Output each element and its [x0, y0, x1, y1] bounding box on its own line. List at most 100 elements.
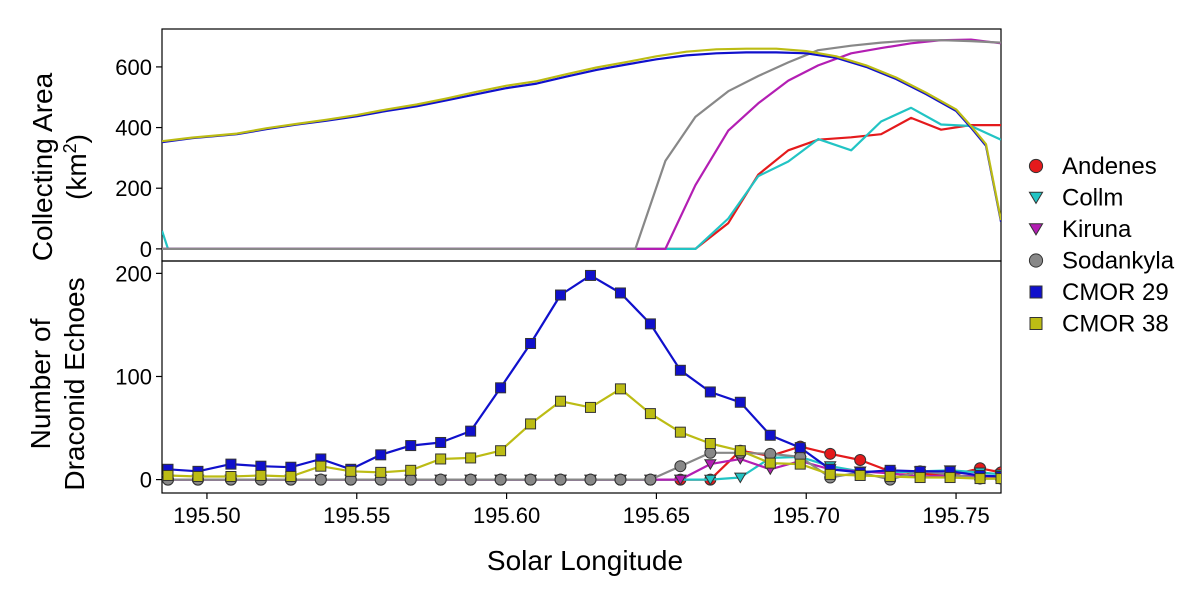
point-andenes — [824, 447, 837, 460]
point-cmor-29 — [255, 460, 267, 472]
bottom-ytick-label: 0 — [140, 468, 152, 493]
point-cmor-38 — [614, 383, 626, 395]
point-sodankyla — [644, 473, 657, 486]
top-line-andenes — [162, 116, 1001, 250]
point-cmor-38 — [315, 460, 327, 472]
point-cmor-38 — [764, 457, 776, 469]
point-collm — [733, 472, 747, 484]
xtick-label: 195.70 — [773, 503, 840, 528]
top-ytick-label: 600 — [115, 55, 152, 80]
top-ytick-label: 200 — [115, 176, 152, 201]
point-sodankyla — [614, 473, 627, 486]
top-ylabel: Collecting Area — [27, 72, 58, 261]
legend-item-cmor-29: CMOR 29 — [1029, 279, 1169, 306]
point-cmor-38 — [285, 471, 297, 483]
bottom-ylabel-line2: Draconid Echoes — [59, 277, 90, 490]
legend-label-cmor-29: CMOR 29 — [1062, 279, 1169, 306]
point-cmor-29 — [465, 425, 477, 437]
xtick-label: 195.55 — [323, 503, 390, 528]
bottom-ytick-label: 200 — [115, 261, 152, 286]
xtick-label: 195.50 — [173, 503, 240, 528]
point-cmor-38 — [525, 418, 537, 430]
point-andenes — [854, 454, 867, 467]
point-cmor-38 — [944, 472, 956, 484]
point-cmor-38 — [734, 445, 746, 457]
point-cmor-29 — [375, 449, 387, 461]
point-cmor-29 — [704, 386, 716, 398]
top-ytick-label: 400 — [115, 116, 152, 141]
legend-marker-kiruna — [1028, 223, 1044, 236]
point-cmor-38 — [584, 401, 596, 413]
bottom-ylabel-line1: Number of — [25, 318, 56, 449]
point-cmor-38 — [674, 426, 686, 438]
point-sodankyla — [464, 473, 477, 486]
point-cmor-38 — [914, 472, 926, 484]
point-cmor-29 — [734, 396, 746, 408]
xtick-label: 195.75 — [922, 503, 989, 528]
point-sodankyla — [554, 473, 567, 486]
point-cmor-29 — [405, 440, 417, 452]
point-cmor-29 — [584, 269, 596, 281]
point-cmor-38 — [644, 408, 656, 420]
top-line-cmor-38 — [162, 47, 1001, 221]
point-cmor-38 — [435, 453, 447, 465]
x-axis-title: Solar Longitude — [487, 545, 683, 576]
point-cmor-38 — [225, 471, 237, 483]
legend-marker-andenes — [1028, 158, 1044, 174]
point-cmor-29 — [674, 364, 686, 376]
top-panel-frame — [161, 28, 1002, 262]
point-cmor-29 — [764, 429, 776, 441]
point-cmor-38 — [405, 464, 417, 476]
top-ylabel-unit-suffix: ) — [61, 134, 92, 143]
legend-marker-cmor-29 — [1029, 285, 1043, 299]
legend-marker-cmor-38 — [1029, 317, 1043, 330]
point-cmor-29 — [525, 337, 537, 349]
legend: Andenes Collm Kiruna Sodankyla CMOR 29 CMOR 3… — [1028, 153, 1175, 338]
legend-item-kiruna: Kiruna — [1028, 216, 1132, 243]
point-sodankyla — [314, 473, 327, 486]
point-sodankyla — [584, 473, 597, 486]
bottom-series — [162, 269, 1001, 486]
legend-marker-sodankyla — [1028, 253, 1044, 268]
point-sodankyla — [674, 460, 687, 473]
point-cmor-38 — [465, 452, 477, 464]
xtick-label: 195.60 — [473, 503, 540, 528]
point-sodankyla — [524, 473, 537, 486]
point-cmor-29 — [495, 382, 507, 394]
point-sodankyla — [434, 473, 447, 486]
xtick-label: 195.65 — [623, 503, 690, 528]
top-ticks: 0 200 400 600 — [115, 55, 162, 262]
top-ytick-label: 0 — [140, 237, 152, 262]
point-sodankyla — [494, 473, 507, 486]
point-cmor-38 — [995, 473, 1001, 485]
legend-label-cmor-38: CMOR 38 — [1062, 311, 1169, 338]
point-cmor-38 — [974, 473, 986, 485]
legend-item-cmor-38: CMOR 38 — [1029, 311, 1169, 338]
legend-label-sodankyla: Sodankyla — [1062, 248, 1175, 275]
point-cmor-38 — [555, 395, 567, 407]
point-cmor-29 — [225, 458, 237, 470]
top-line-sodankyla — [162, 39, 1001, 250]
legend-label-collm: Collm — [1062, 185, 1123, 212]
legend-marker-collm — [1028, 191, 1044, 205]
point-cmor-29 — [614, 287, 626, 299]
point-cmor-29 — [794, 442, 806, 454]
top-ylabel-unit-sup: 2 — [60, 143, 80, 153]
bottom-ytick-label: 100 — [115, 364, 152, 389]
point-cmor-29 — [555, 289, 567, 301]
legend-item-collm: Collm — [1028, 185, 1123, 212]
bottom-ticks: 0 100 200 195.50 195.55 195.60 195.65 195.70 195… — [115, 261, 989, 528]
bottom-series-cmor-29 — [162, 269, 1001, 483]
point-cmor-38 — [255, 469, 267, 481]
point-cmor-38 — [375, 466, 387, 478]
point-cmor-38 — [345, 465, 357, 477]
point-cmor-29 — [644, 318, 656, 330]
point-cmor-38 — [192, 471, 204, 483]
point-cmor-38 — [794, 458, 806, 470]
bottom-line-cmor-29 — [167, 274, 1001, 478]
point-cmor-29 — [285, 461, 297, 473]
top-ylabel-unit-prefix: (km — [61, 153, 92, 200]
legend-label-kiruna: Kiruna — [1062, 216, 1132, 243]
point-kiruna — [674, 474, 687, 486]
